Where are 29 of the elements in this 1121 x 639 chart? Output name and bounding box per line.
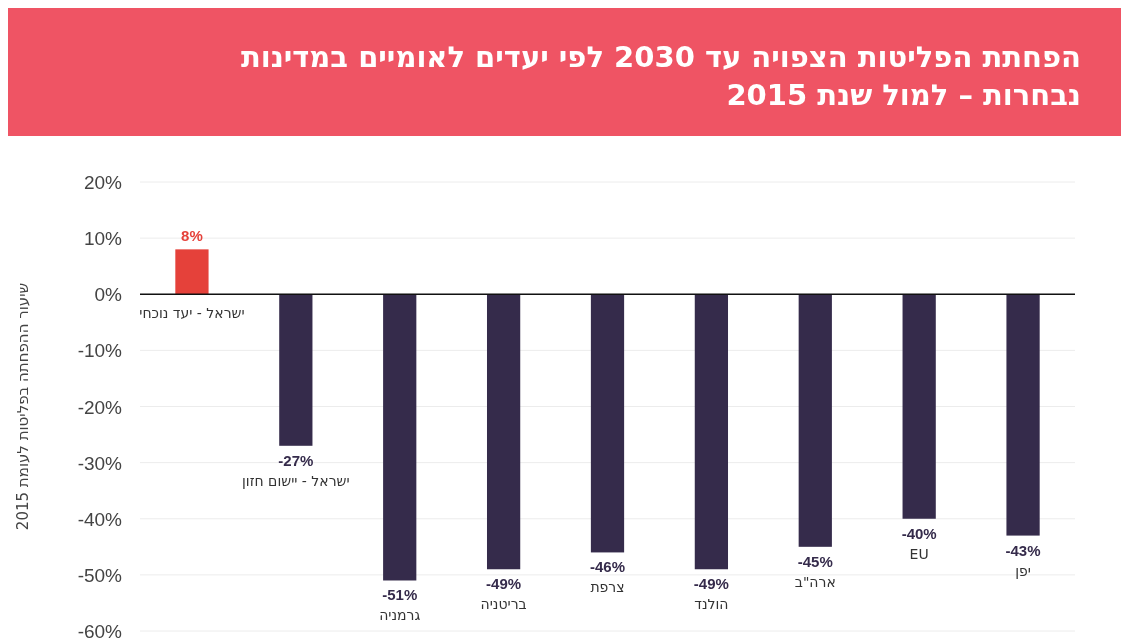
- y-axis-title: שיעור ההפחתה בפליטות לעומת 2015: [14, 282, 32, 531]
- x-tick-label: הולנד: [694, 596, 729, 613]
- data-label: -45%: [797, 552, 833, 570]
- data-label: -46%: [589, 558, 626, 576]
- y-tick-label: 10%: [83, 228, 123, 250]
- x-tick-label: יפן: [1015, 562, 1031, 579]
- y-tick-label: -40%: [77, 508, 123, 530]
- data-label: 8%: [181, 227, 203, 245]
- y-tick-label: -20%: [77, 396, 123, 418]
- x-tick-label: ישראל - יעד נוכחי: [139, 305, 245, 322]
- x-tick-label: בריטניה: [480, 596, 527, 613]
- y-tick-label: -60%: [77, 621, 123, 639]
- x-tick-label: ישראל - יישום חזון: [242, 472, 350, 489]
- data-label: -49%: [486, 575, 522, 593]
- y-tick-label: 20%: [83, 172, 123, 193]
- chart-title: הפחתת הפליטות הצפויה עד 2030 לפי יעדים לאומיים במדינות נבחרות – למול שנת 2015: [239, 39, 1081, 114]
- data-label: -49%: [693, 575, 729, 593]
- data-label: -43%: [1005, 541, 1041, 559]
- y-tick-label: -10%: [77, 340, 123, 362]
- y-tick-label: -30%: [77, 452, 123, 474]
- x-tick-label: ארה"ב: [794, 573, 836, 590]
- data-label: -40%: [901, 524, 937, 542]
- x-tick-label: EU: [909, 545, 929, 562]
- x-tick-label: צרפת: [590, 579, 625, 596]
- data-label: -27%: [278, 451, 314, 469]
- y-tick-label: -50%: [77, 564, 123, 586]
- data-label: -51%: [382, 586, 418, 604]
- y-tick-label: 0%: [94, 284, 123, 306]
- x-tick-label: גרמניה: [379, 607, 421, 624]
